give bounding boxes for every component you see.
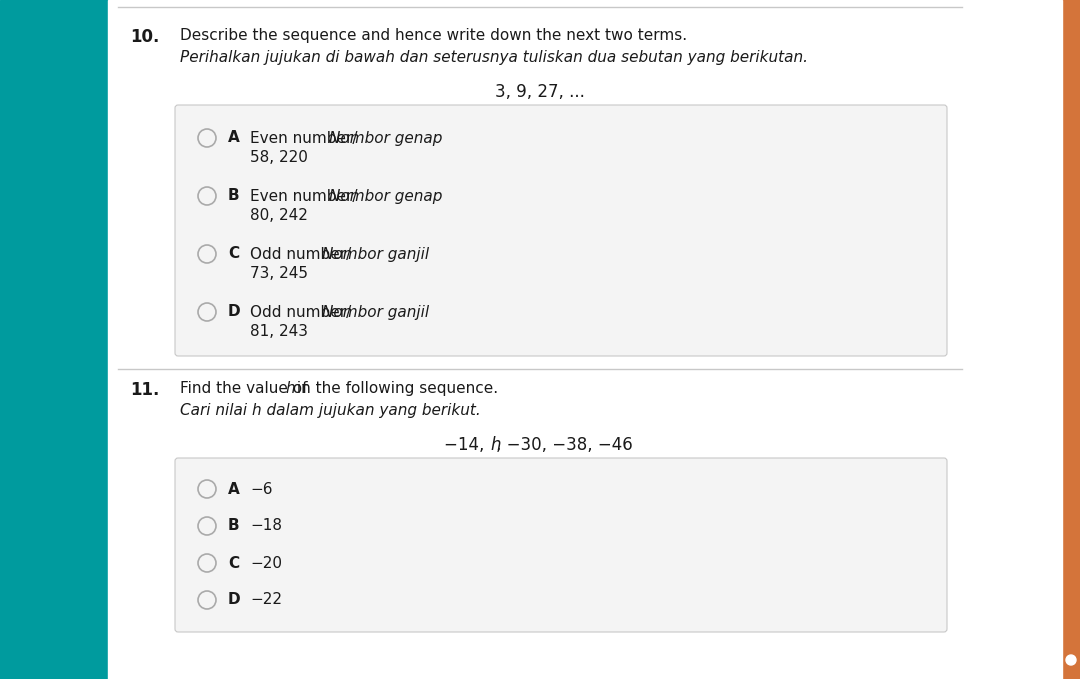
Text: 3, 9, 27, ...: 3, 9, 27, ...	[495, 83, 585, 101]
Text: −20: −20	[249, 555, 282, 570]
Text: h: h	[490, 436, 500, 454]
Text: −18: −18	[249, 519, 282, 534]
Text: , −30, −38, −46: , −30, −38, −46	[496, 436, 633, 454]
Text: −6: −6	[249, 481, 272, 496]
Text: Nombor ganjil: Nombor ganjil	[322, 246, 429, 261]
Text: Describe the sequence and hence write down the next two terms.: Describe the sequence and hence write do…	[180, 28, 687, 43]
Text: C: C	[228, 555, 239, 570]
Text: D: D	[228, 593, 241, 608]
Text: Perihalkan jujukan di bawah dan seterusnya tuliskan dua sebutan yang berikutan.: Perihalkan jujukan di bawah dan seterusn…	[180, 50, 808, 65]
Text: Find the value of: Find the value of	[180, 381, 312, 396]
Text: B: B	[228, 189, 240, 204]
Text: −22: −22	[249, 593, 282, 608]
Text: Nombor ganjil: Nombor ganjil	[322, 304, 429, 320]
Text: C: C	[228, 246, 239, 261]
Bar	[1062, 0, 1080, 679]
Bar	[108, 0, 1062, 679]
Text: Nombor genap: Nombor genap	[328, 130, 442, 145]
FancyBboxPatch shape	[175, 458, 947, 632]
Text: Even number/: Even number/	[249, 189, 357, 204]
Text: Cari nilai h dalam jujukan yang berikut.: Cari nilai h dalam jujukan yang berikut.	[180, 403, 481, 418]
Text: 58, 220: 58, 220	[249, 151, 308, 166]
Text: Nombor genap: Nombor genap	[328, 189, 442, 204]
Text: 11.: 11.	[130, 381, 160, 399]
Circle shape	[1066, 655, 1076, 665]
Text: D: D	[228, 304, 241, 320]
Text: 10.: 10.	[130, 28, 160, 46]
Text: 81, 243: 81, 243	[249, 325, 308, 340]
Text: B: B	[228, 519, 240, 534]
Text: Odd number/: Odd number/	[249, 246, 351, 261]
Bar	[0, 0, 108, 679]
Text: in the following sequence.: in the following sequence.	[293, 381, 499, 396]
Text: A: A	[228, 481, 240, 496]
FancyBboxPatch shape	[175, 105, 947, 356]
Text: −14,: −14,	[444, 436, 490, 454]
Text: A: A	[228, 130, 240, 145]
Text: 80, 242: 80, 242	[249, 208, 308, 223]
Text: 73, 245: 73, 245	[249, 266, 308, 282]
Text: Odd number/: Odd number/	[249, 304, 351, 320]
Text: h: h	[285, 381, 295, 396]
Text: Even number/: Even number/	[249, 130, 357, 145]
